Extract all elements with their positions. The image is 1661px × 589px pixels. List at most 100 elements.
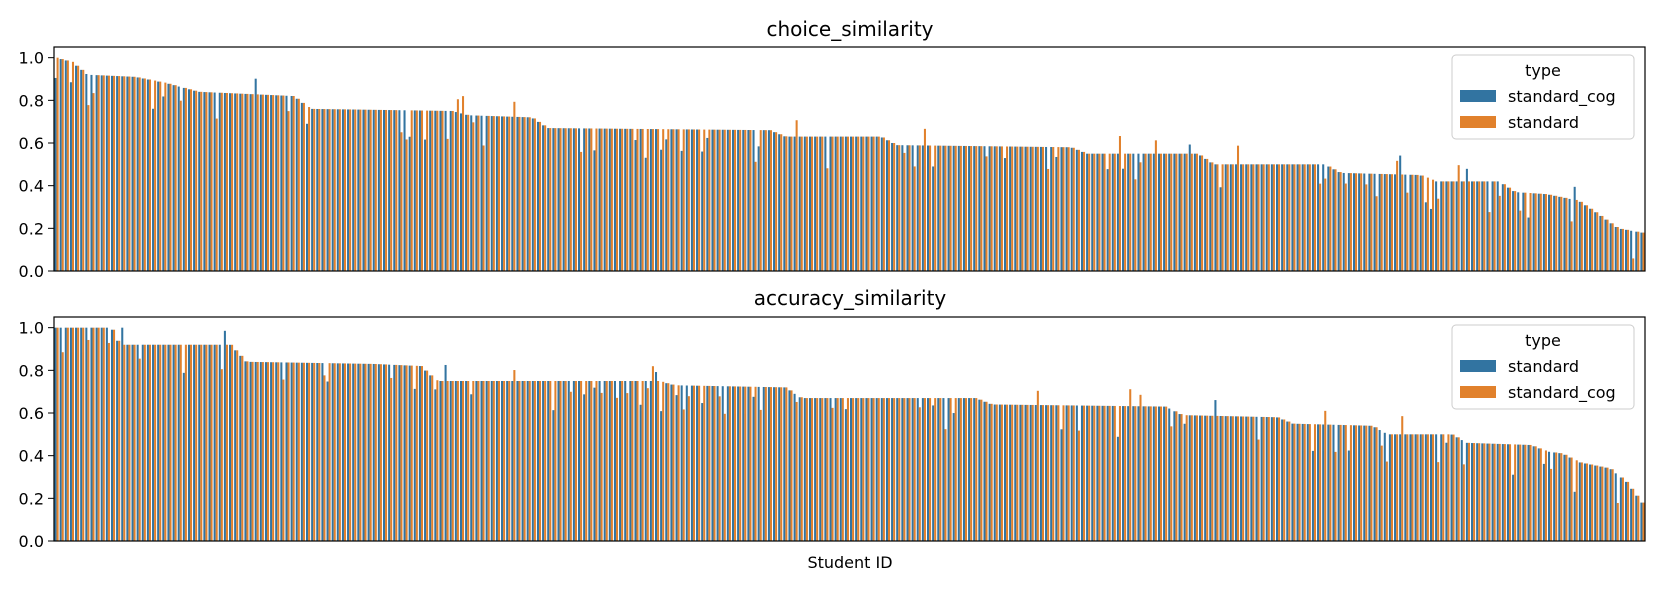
- bar-standard-cog: [959, 398, 962, 541]
- bar-standard-cog: [159, 344, 162, 541]
- bar-standard: [1247, 164, 1250, 271]
- bar-standard-cog: [590, 381, 593, 541]
- bar-standard-cog: [721, 129, 724, 271]
- bar-standard: [962, 398, 965, 541]
- bar-standard-cog: [603, 128, 606, 271]
- bar-standard-cog: [1142, 153, 1145, 271]
- bar-standard-cog: [834, 136, 837, 271]
- bar-standard: [446, 138, 449, 271]
- bar-standard: [1334, 169, 1337, 271]
- bar-standard-cog: [503, 381, 506, 541]
- bar-standard-cog: [1024, 146, 1027, 271]
- bar-standard: [852, 136, 855, 271]
- bar-standard: [1077, 149, 1080, 271]
- bar-standard: [485, 381, 488, 541]
- bar-standard-cog: [1542, 194, 1545, 271]
- bar-standard: [1591, 208, 1594, 271]
- bar-standard: [1065, 405, 1068, 541]
- bar-standard: [405, 139, 408, 271]
- bar-standard: [1283, 164, 1286, 271]
- bar-standard-cog: [885, 140, 888, 271]
- bar-standard-cog: [598, 128, 601, 271]
- bar-standard: [1339, 172, 1342, 271]
- bar-standard: [626, 128, 629, 271]
- bar-standard: [1337, 424, 1340, 541]
- bar-standard: [1024, 404, 1027, 541]
- bar-standard-cog: [1426, 434, 1429, 541]
- bar-standard-cog: [1255, 164, 1258, 271]
- bar-standard: [1021, 146, 1024, 271]
- bar-standard-cog: [1594, 212, 1597, 271]
- bar-standard: [718, 129, 721, 271]
- bar-standard-cog: [1214, 164, 1217, 271]
- bar-standard-cog: [1568, 198, 1571, 271]
- bar-standard: [261, 94, 264, 271]
- bar-standard-cog: [336, 109, 339, 271]
- bar-standard: [1160, 153, 1163, 271]
- y-tick-label: 1.0: [19, 49, 44, 68]
- bar-standard: [687, 129, 690, 271]
- bars-group: [54, 57, 1645, 272]
- bar-standard: [1193, 415, 1196, 541]
- bar-standard-cog: [685, 129, 688, 271]
- bar-standard-cog: [1462, 464, 1465, 541]
- bar-standard: [364, 109, 367, 272]
- bar-standard: [1286, 421, 1289, 541]
- bar-standard-cog: [533, 381, 536, 541]
- bar-standard: [701, 403, 704, 541]
- bar-standard: [1275, 417, 1279, 541]
- bar-standard: [631, 128, 634, 271]
- bar-standard-cog: [552, 128, 555, 271]
- bar-standard-cog: [957, 145, 960, 271]
- bar-standard: [295, 362, 298, 541]
- bar-standard-cog: [734, 386, 737, 541]
- bar-standard-cog: [1352, 173, 1356, 271]
- bar-standard-cog: [954, 398, 957, 541]
- bar-standard-cog: [436, 380, 439, 541]
- bar-standard-cog: [711, 129, 714, 271]
- bar-standard: [333, 109, 336, 271]
- bar-standard: [708, 129, 711, 271]
- bar-standard: [1180, 153, 1183, 271]
- bar-standard: [947, 398, 950, 541]
- bar-standard: [133, 76, 136, 271]
- bar-standard-cog: [814, 136, 817, 271]
- bar-standard-cog: [300, 102, 303, 272]
- bar-standard: [1199, 415, 1202, 541]
- bar-standard: [1142, 406, 1145, 541]
- bar-standard: [400, 132, 403, 271]
- bar-standard: [973, 398, 976, 541]
- bar-standard: [723, 129, 726, 271]
- bar-standard: [56, 57, 59, 271]
- bar-standard-cog: [624, 128, 627, 271]
- bar-standard-cog: [462, 381, 465, 541]
- bar-standard: [785, 136, 788, 271]
- bar-standard: [336, 363, 339, 541]
- bar-standard-cog: [388, 110, 391, 271]
- bar-standard: [184, 87, 187, 271]
- bar-standard-cog: [1591, 464, 1594, 541]
- bar-standard-cog: [280, 95, 283, 271]
- bar-standard: [959, 145, 962, 271]
- bar-standard: [1039, 405, 1042, 541]
- bar-standard: [1298, 164, 1301, 271]
- bar-standard-cog: [521, 117, 524, 271]
- bar-standard: [1614, 473, 1617, 541]
- bar-standard: [218, 344, 221, 541]
- bar-standard: [629, 381, 632, 541]
- bar-standard: [1134, 179, 1137, 271]
- y-axis: 0.0 0.2 0.4 0.6 0.8 1.0: [19, 319, 54, 551]
- bar-standard-cog: [850, 136, 853, 271]
- bar-standard-cog: [988, 146, 991, 271]
- bar-standard: [721, 386, 724, 541]
- bar-standard: [459, 381, 463, 541]
- bar-standard-cog: [256, 361, 259, 541]
- bar-standard: [1031, 146, 1034, 271]
- bar-standard: [952, 413, 955, 541]
- bar-standard: [323, 109, 326, 271]
- bar-standard: [800, 136, 803, 271]
- bar-standard-cog: [798, 136, 801, 271]
- bar-standard-cog: [752, 130, 755, 271]
- bar-standard: [1122, 406, 1125, 541]
- bar-standard: [1483, 181, 1486, 271]
